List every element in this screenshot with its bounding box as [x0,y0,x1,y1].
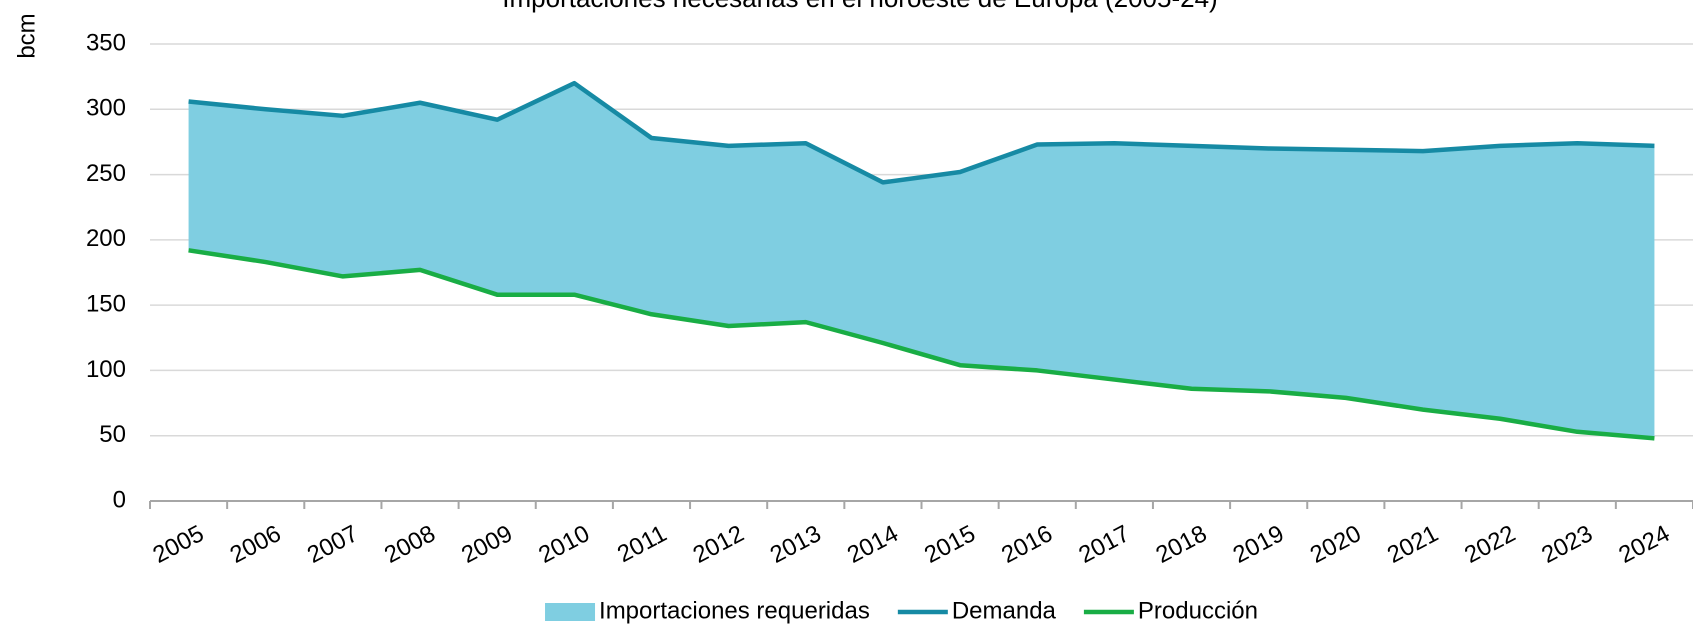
y-tick-label: 0 [113,486,126,513]
x-tick-label: 2016 [997,520,1057,569]
x-tick-label: 2014 [843,520,903,569]
y-tick-label: 150 [86,290,126,317]
x-tick-label: 2010 [534,520,594,569]
area [188,83,1655,439]
x-tick-label: 2008 [380,520,440,569]
y-tick-label: 300 [86,95,126,122]
x-tick-label: 2007 [303,520,363,569]
x-tick-label: 2022 [1460,520,1520,569]
legend-swatch [545,603,596,621]
line [188,248,1655,441]
y-tick-label: 50 [99,421,126,448]
x-tick-label: 2013 [766,520,826,569]
x-tick-label: 2023 [1537,520,1597,569]
x-tick-label: 2018 [1152,520,1212,569]
x-tick-label: 2019 [1229,520,1289,569]
y-tick-label: 250 [86,160,126,187]
x-tick-label: 2015 [920,520,980,569]
legend-label: Importaciones requeridas [599,597,870,624]
x-tick-label: 2020 [1306,520,1366,569]
line [188,80,1655,185]
legend-label: Producción [1138,597,1258,624]
y-tick-label: 100 [86,356,126,383]
x-tick-label: 2017 [1074,520,1134,569]
x-tick-label: 2024 [1614,520,1674,569]
y-axis-label: bcm [13,13,40,58]
x-tick-label: 2012 [689,520,749,569]
y-tick-label: 350 [86,29,126,56]
x-tick-label: 2009 [457,520,517,569]
x-tick-label: 2021 [1383,520,1443,569]
legend-label: Demanda [952,597,1057,624]
plot [188,80,1655,441]
x-tick-label: 2005 [149,520,209,569]
legend: Importaciones requeridas Demanda Producció… [545,597,1258,624]
x-tick-label: 2011 [613,520,671,568]
chart-title: Importaciones necesarias en el noroeste … [502,0,1217,13]
x-tick-label: 2006 [226,520,286,569]
y-tick-label: 200 [86,225,126,252]
